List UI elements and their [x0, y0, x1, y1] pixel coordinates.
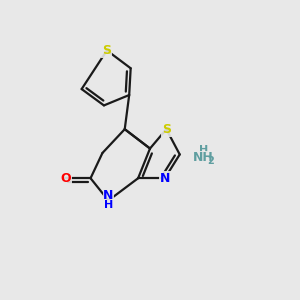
- Text: NH: NH: [193, 151, 214, 164]
- Text: N: N: [103, 189, 114, 202]
- Text: N: N: [160, 172, 170, 185]
- Text: O: O: [60, 172, 70, 185]
- Text: H: H: [104, 200, 113, 210]
- Text: S: S: [162, 123, 171, 136]
- Text: H: H: [199, 145, 208, 155]
- Text: S: S: [102, 44, 111, 57]
- Text: 2: 2: [208, 156, 214, 166]
